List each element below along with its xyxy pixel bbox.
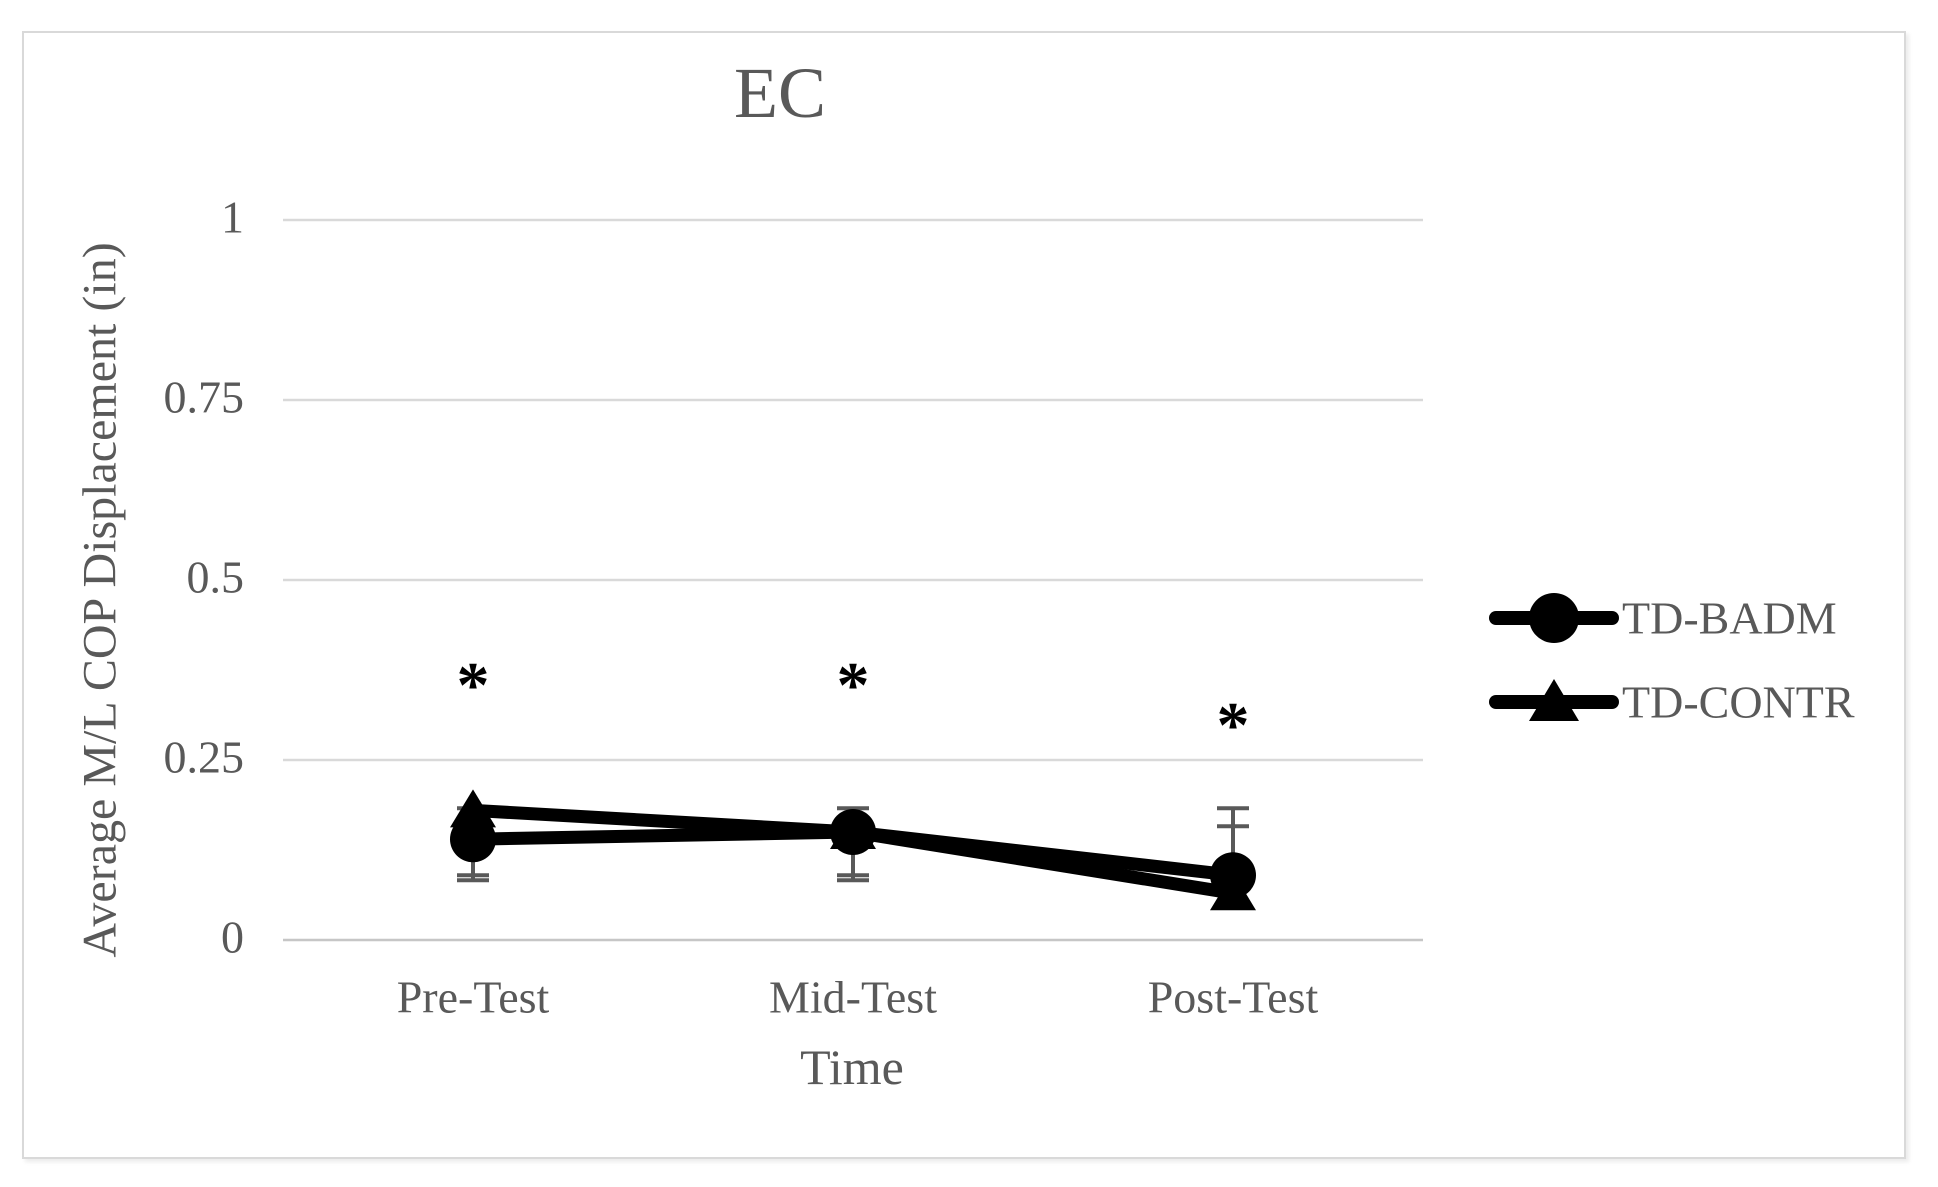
significance-asterisk: * bbox=[457, 649, 490, 722]
y-tick-label: 0.25 bbox=[164, 732, 245, 783]
y-tick-label: 0.75 bbox=[164, 372, 245, 423]
legend-label: TD-BADM bbox=[1622, 593, 1837, 644]
x-category-label: Mid-Test bbox=[769, 972, 937, 1023]
legend-triangle-marker-icon bbox=[1529, 679, 1579, 721]
marker-triangle-td-contr bbox=[450, 789, 496, 828]
legend-label: TD-CONTR bbox=[1622, 677, 1855, 728]
y-tick-label: 1 bbox=[221, 192, 244, 243]
significance-asterisk: * bbox=[837, 649, 870, 722]
legend-item-td-contr: TD-CONTR bbox=[1489, 677, 1855, 728]
y-axis-title: Average M/L COP Displacement (in) bbox=[74, 242, 127, 957]
significance-asterisk: * bbox=[1217, 689, 1250, 762]
y-tick-label: 0 bbox=[221, 912, 244, 963]
chart-title: EC bbox=[734, 53, 826, 133]
x-axis-title: Time bbox=[800, 1039, 904, 1095]
marker-circle-td-badm bbox=[450, 816, 496, 863]
legend-item-td-badm: TD-BADM bbox=[1489, 593, 1837, 644]
chart-legend: TD-BADM TD-CONTR bbox=[1489, 593, 1855, 728]
x-category-label: Post-Test bbox=[1148, 972, 1319, 1023]
y-tick-label: 0.5 bbox=[187, 552, 245, 603]
marker-circle-td-badm bbox=[830, 809, 876, 855]
y-axis-tick-labels: 0 0.25 0.5 0.75 1 bbox=[164, 192, 245, 963]
marker-circle-td-badm bbox=[1210, 852, 1256, 899]
x-category-label: Pre-Test bbox=[397, 972, 550, 1023]
x-axis-category-labels: Pre-Test Mid-Test Post-Test bbox=[397, 972, 1319, 1023]
data-series-group bbox=[450, 789, 1256, 911]
legend-circle-marker-icon bbox=[1529, 593, 1579, 643]
gridlines-group bbox=[283, 218, 1423, 942]
significance-asterisks-group: * * * bbox=[457, 649, 1250, 762]
